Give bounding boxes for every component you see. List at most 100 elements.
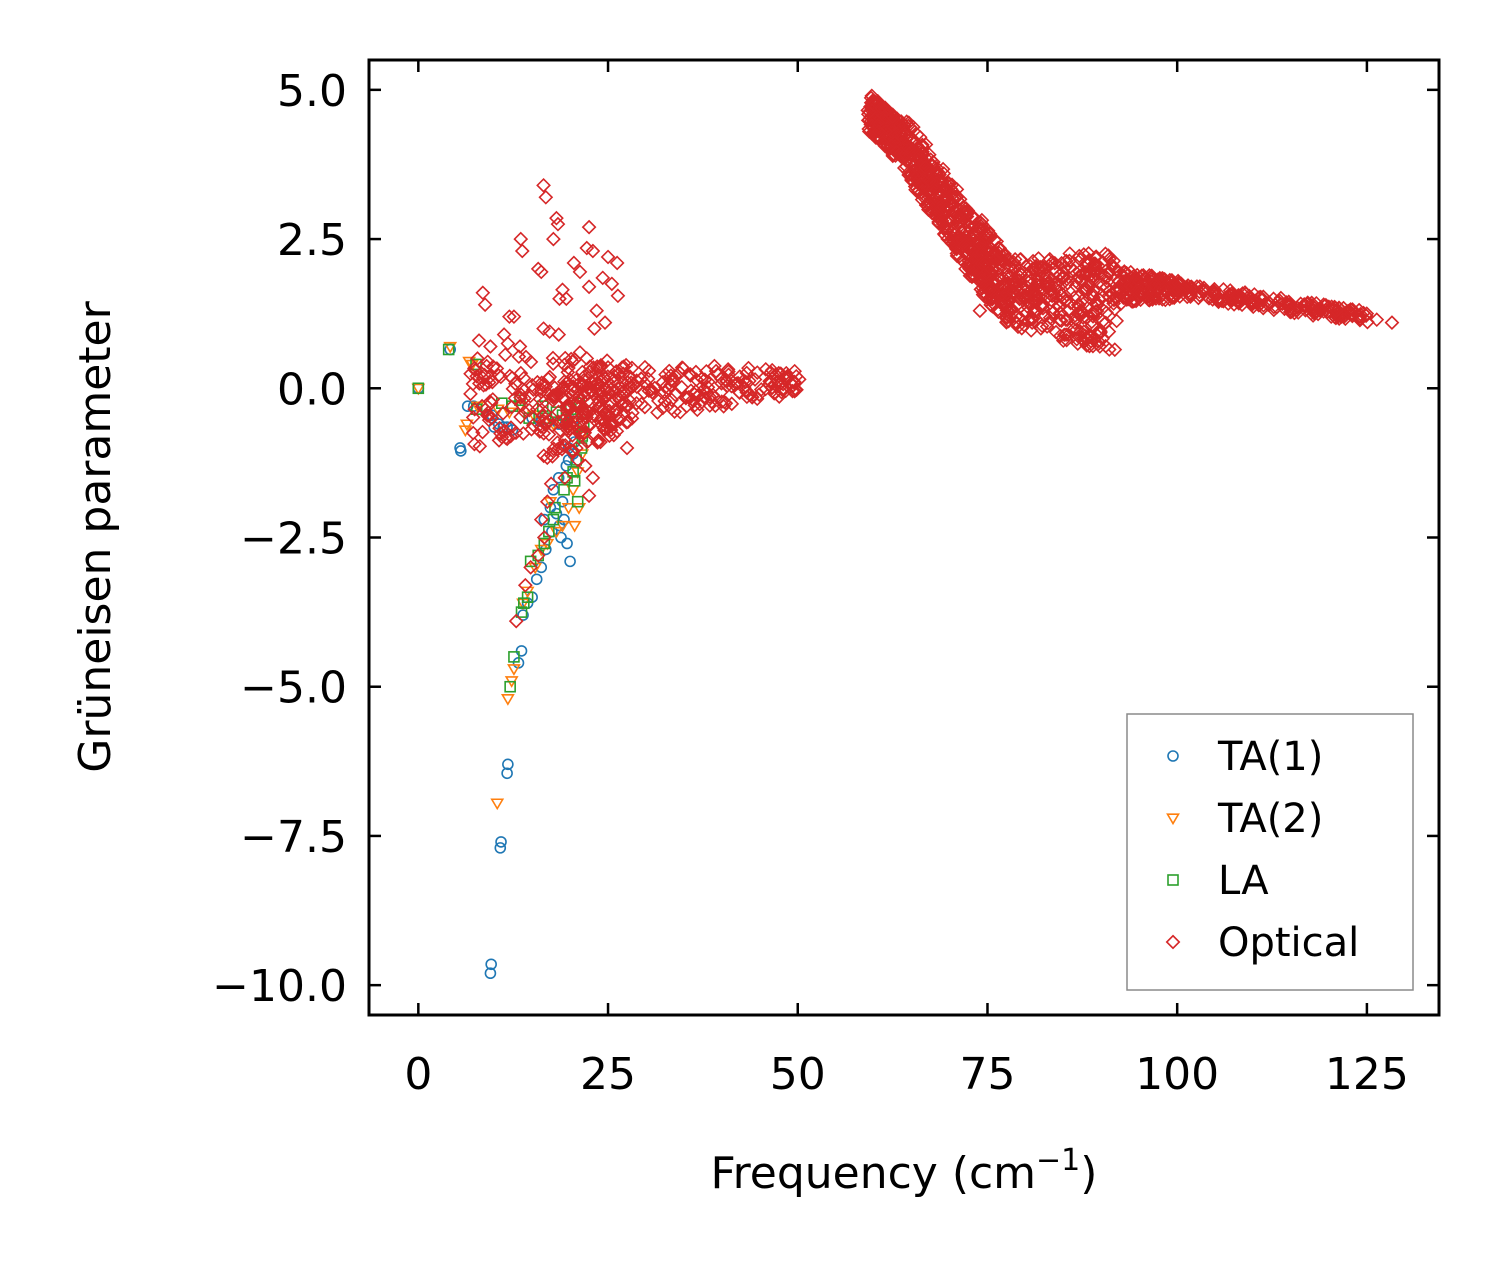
point-la [515,606,528,618]
point-optical [587,321,602,336]
point-optical [1151,290,1167,306]
point-optical [957,214,973,230]
point-optical [1045,305,1061,321]
point-optical [984,298,1000,314]
point-optical [576,372,592,388]
point-optical [558,291,574,307]
point-optical [513,365,529,381]
point-optical [775,381,790,397]
point-optical [1123,264,1139,280]
point-optical [463,386,478,402]
point-optical [579,351,595,366]
point-optical [1245,294,1261,310]
point-optical [973,273,989,289]
point-optical [1131,273,1147,289]
point-optical [976,267,992,283]
point-optical [536,177,551,193]
point-optical [1307,305,1323,321]
point-optical [1035,300,1051,316]
point-optical [987,232,1002,248]
point-optical [949,181,965,197]
point-la [518,597,530,609]
point-ta-1 [494,842,507,854]
x-tick-label: 125 [1325,1049,1409,1100]
point-optical [939,220,955,236]
point-optical [536,530,552,545]
legend-marker-ta-2 [1166,813,1180,826]
point-optical [533,381,549,397]
point-optical [1154,279,1170,294]
point-optical [502,309,517,325]
point-optical [543,476,559,492]
series-optical [463,88,1400,629]
point-optical [887,135,903,151]
point-optical [580,393,596,409]
point-la [558,483,570,496]
legend-label-optical: Optical [1218,920,1359,966]
point-optical [938,201,954,217]
point-optical [545,388,561,404]
point-ta-1 [556,495,569,508]
point-ta-1 [455,445,467,457]
point-optical [904,167,920,182]
point-optical [550,216,566,232]
point-optical [871,123,887,139]
point-optical [897,125,913,140]
point-optical [996,271,1012,287]
point-optical [687,397,703,413]
point-optical [536,425,552,441]
point-optical [1178,279,1194,295]
point-optical [975,287,991,302]
point-optical [606,383,621,399]
point-optical [1042,310,1058,326]
legend-label-ta-2: TA(2) [1217,796,1323,842]
point-optical [1009,278,1025,294]
x-tick-label: 25 [580,1049,636,1100]
point-optical [589,303,605,319]
point-optical [539,450,555,466]
point-optical [885,109,900,125]
point-ta-1 [515,645,528,657]
point-optical [545,356,561,372]
y-ticks: 5.0 2.5 0.0 −2.5 −5.0 −7.5 −10.0 [212,66,1439,1012]
point-ta-2 [567,520,582,533]
point-optical [1027,286,1043,302]
point-optical [609,255,625,271]
point-optical [1154,270,1170,286]
point-optical [935,197,951,213]
point-optical [664,392,680,408]
point-optical [576,369,592,384]
point-optical [866,97,882,113]
point-ta-1 [538,513,551,526]
point-optical [981,241,996,257]
point-optical [913,154,929,170]
point-optical [616,405,632,421]
point-optical [1021,274,1037,290]
point-optical [873,100,889,116]
point-optical [1007,251,1023,267]
point-optical [787,383,803,399]
point-optical [525,382,541,397]
point-optical [957,237,973,253]
point-optical [1056,327,1072,343]
point-optical [974,255,990,271]
point-optical [688,384,704,399]
point-optical [1171,282,1186,298]
point-optical [1092,339,1108,354]
point-optical [935,161,951,177]
point-optical [1095,277,1111,293]
point-optical [910,155,925,171]
point-optical [500,336,516,351]
point-optical [1122,278,1138,293]
point-la [524,555,537,568]
point-optical [585,470,601,486]
point-optical [517,577,533,593]
y-tick-label: 5.0 [277,66,347,117]
x-tick-label: 0 [404,1049,432,1100]
point-optical [1119,291,1135,307]
point-optical [1254,292,1270,308]
point-optical [472,438,488,454]
point-optical [571,389,587,405]
point-optical [564,419,580,435]
